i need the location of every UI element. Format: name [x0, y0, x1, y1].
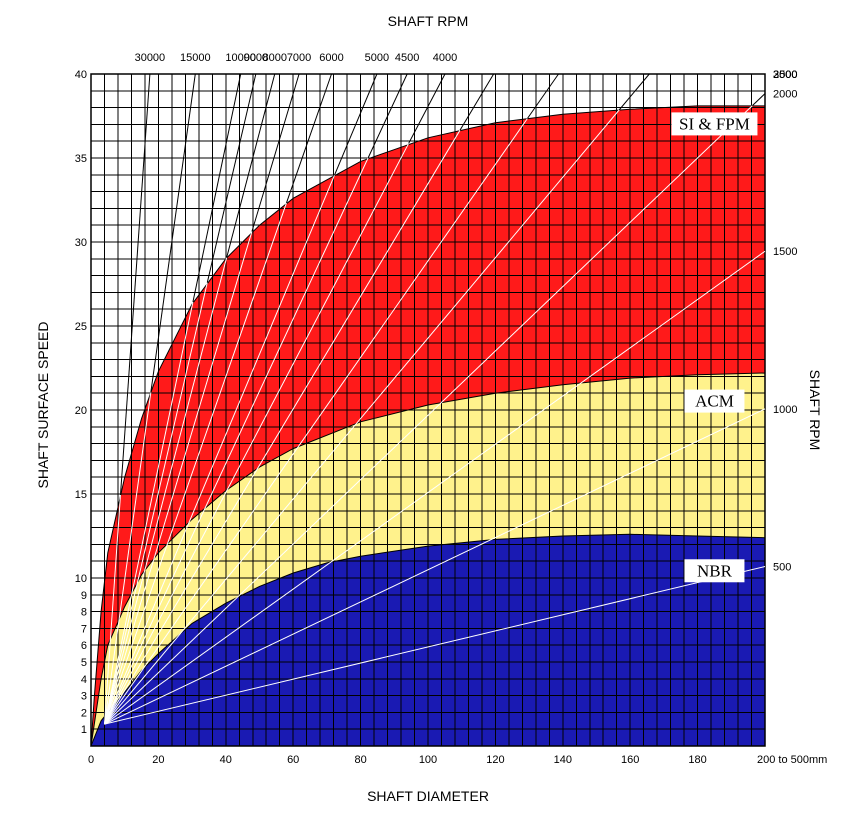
- y-tick-label: 15: [75, 489, 87, 501]
- series-label: NBR: [697, 561, 733, 580]
- y-tick-label: 3: [81, 691, 87, 703]
- rpm-line-4000: [104, 143, 410, 725]
- y-tick-label: 40: [75, 69, 87, 81]
- x-tick-label: 40: [220, 754, 232, 766]
- rpm-line-500: [104, 566, 766, 725]
- y-tick-label: 9: [81, 590, 87, 602]
- rpm-line-outer-5000: [334, 73, 378, 176]
- grid-lines: [90, 73, 766, 747]
- chart-grid: [90, 73, 766, 747]
- y-tick-label: 6: [81, 640, 87, 652]
- rpm-line-3000: [104, 118, 528, 725]
- y2-axis-title: SHAFT RPM: [807, 370, 823, 451]
- x-tick-label: 120: [486, 754, 504, 766]
- rpm-tick-label: 15000: [180, 52, 211, 64]
- y-tick-label: 30: [75, 237, 87, 249]
- y-tick-label: 20: [75, 405, 87, 417]
- rpm-line-15000: [103, 392, 152, 725]
- x-tick-label: 0: [88, 754, 94, 766]
- rpm-line-2500: [104, 109, 620, 725]
- rpm-line-outer-8000: [226, 73, 276, 258]
- rpm-tick-label: 9000: [244, 52, 268, 64]
- y-tick-label: 2: [81, 707, 87, 719]
- rpm-tick-label: 3000: [773, 69, 797, 81]
- rpm-tick-label: 7000: [287, 52, 311, 64]
- x-tick-label: 180: [688, 754, 706, 766]
- rpm-tick-label: 4500: [395, 52, 419, 64]
- rpm-line-outer-2000: [752, 93, 766, 107]
- rpm-line-3500: [104, 129, 461, 725]
- rpm-line-5000: [104, 175, 335, 725]
- rpm-tick-label: 2500: [773, 69, 797, 81]
- axis-ticks: 0 20 40 60 80 100 120 140 160 180 200 to 500mm 1 2 3 4…: [75, 69, 828, 766]
- chart-title: SHAFT RPM: [388, 13, 469, 29]
- series-label-box: [671, 112, 758, 136]
- y-tick-label: 25: [75, 321, 87, 333]
- rpm-line-outer-6000: [285, 73, 332, 204]
- rpm-line-1000: [104, 408, 766, 725]
- rpm-tick-label: 4000: [433, 52, 457, 64]
- series-label: SI & FPM: [679, 114, 750, 133]
- plot-frame: [90, 73, 766, 747]
- rpm-line-1500: [104, 250, 766, 725]
- rpm-line-4500: [104, 157, 369, 725]
- rpm-tick-label: 3500: [773, 69, 797, 81]
- rpm-line-9000: [103, 282, 208, 725]
- series-label-box: [684, 559, 745, 583]
- x-tick-label: 160: [621, 754, 639, 766]
- series-labels: SI & FPM ACM NBR: [671, 112, 758, 583]
- series-label: ACM: [695, 392, 734, 411]
- rpm-line-outer-10000: [192, 73, 242, 303]
- rpm-line-outer-3000: [527, 73, 559, 119]
- rpm-line-7000: [104, 231, 253, 725]
- x-tick-label: 20: [152, 754, 164, 766]
- x-tick-label: 140: [554, 754, 572, 766]
- rpm-line-outer-4000: [408, 73, 446, 144]
- series-label-box: [684, 389, 745, 413]
- y-tick-label: 35: [75, 153, 87, 165]
- rpm-line-outer-4500: [367, 73, 408, 158]
- rpm-line-outer-15000: [150, 73, 196, 393]
- rpm-tick-label: 1000: [773, 404, 797, 416]
- x-tick-label: 100: [419, 754, 437, 766]
- rpm-line-outer-2500: [618, 73, 650, 111]
- rpm-line-outer-3500: [459, 73, 495, 131]
- y-tick-label: 4: [81, 674, 87, 686]
- rpm-line-30000: [103, 494, 121, 725]
- x-axis-title: SHAFT DIAMETER: [367, 788, 489, 804]
- x-tick-label: 80: [354, 754, 366, 766]
- rpm-tick-label: 2000: [773, 89, 797, 101]
- rpm-tick-label: 500: [773, 562, 791, 574]
- rpm-line-6000: [104, 202, 287, 725]
- rpm-tick-label: 30000: [135, 52, 166, 64]
- y-tick-label: 8: [81, 607, 87, 619]
- rpm-tick-label: 10000: [225, 52, 256, 64]
- rpm-tick-label: 8000: [262, 52, 286, 64]
- rpm-line-2000: [104, 105, 753, 725]
- rpm-line-outer-9000: [206, 73, 257, 283]
- y-tick-label: 10: [75, 573, 87, 585]
- y-axis-title: SHAFT SURFACE SPEED: [35, 321, 51, 488]
- rpm-line-10000: [103, 301, 194, 725]
- y-tick-label: 1: [81, 724, 87, 736]
- x-tick-label: 60: [287, 754, 299, 766]
- rpm-line-outer-30000: [119, 73, 151, 495]
- x-tick-label: 200 to 500mm: [757, 754, 827, 766]
- rpm-tick-label: 1500: [773, 246, 797, 258]
- rpm-tick-label: 6000: [319, 52, 343, 64]
- rpm-tick-label: 5000: [365, 52, 389, 64]
- y-tick-label: 5: [81, 657, 87, 669]
- y-tick-label: 7: [81, 623, 87, 635]
- rpm-line-outer-7000: [251, 73, 300, 232]
- rpm-line-8000: [103, 257, 228, 725]
